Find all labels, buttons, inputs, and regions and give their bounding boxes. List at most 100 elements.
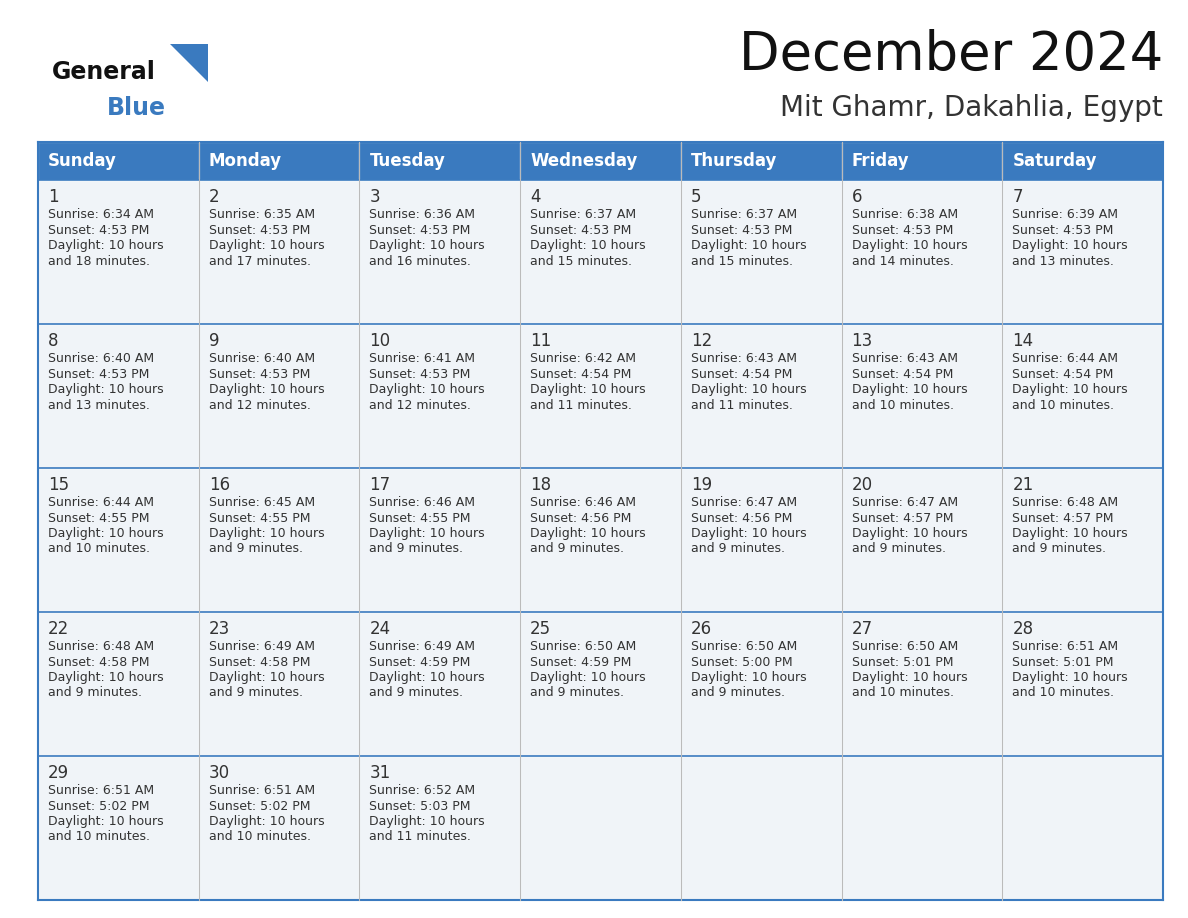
Text: Sunset: 5:00 PM: Sunset: 5:00 PM (691, 655, 792, 668)
Text: Sunset: 4:53 PM: Sunset: 4:53 PM (1012, 223, 1113, 237)
FancyBboxPatch shape (681, 612, 841, 756)
Text: Sunrise: 6:51 AM: Sunrise: 6:51 AM (1012, 640, 1118, 653)
Text: Daylight: 10 hours: Daylight: 10 hours (48, 671, 164, 684)
FancyBboxPatch shape (681, 142, 841, 180)
Text: and 13 minutes.: and 13 minutes. (48, 398, 150, 411)
FancyBboxPatch shape (38, 324, 198, 468)
Text: Mit Ghamr, Dakahlia, Egypt: Mit Ghamr, Dakahlia, Egypt (781, 94, 1163, 122)
Text: Daylight: 10 hours: Daylight: 10 hours (530, 527, 646, 540)
Text: Daylight: 10 hours: Daylight: 10 hours (530, 671, 646, 684)
Text: 19: 19 (691, 476, 712, 494)
FancyBboxPatch shape (520, 468, 681, 612)
Text: Daylight: 10 hours: Daylight: 10 hours (852, 239, 967, 252)
Text: and 13 minutes.: and 13 minutes. (1012, 254, 1114, 267)
Text: Thursday: Thursday (691, 152, 777, 170)
Text: Sunrise: 6:37 AM: Sunrise: 6:37 AM (530, 208, 637, 221)
FancyBboxPatch shape (360, 324, 520, 468)
Text: Sunrise: 6:40 AM: Sunrise: 6:40 AM (48, 352, 154, 365)
Text: 30: 30 (209, 764, 229, 782)
Text: Daylight: 10 hours: Daylight: 10 hours (209, 383, 324, 396)
Text: 5: 5 (691, 188, 701, 206)
Text: and 9 minutes.: and 9 minutes. (530, 687, 624, 700)
FancyBboxPatch shape (841, 756, 1003, 900)
Text: and 9 minutes.: and 9 minutes. (530, 543, 624, 555)
Text: General: General (52, 60, 156, 84)
Text: and 14 minutes.: and 14 minutes. (852, 254, 954, 267)
FancyBboxPatch shape (1003, 756, 1163, 900)
Text: Sunset: 5:02 PM: Sunset: 5:02 PM (209, 800, 310, 812)
Text: 17: 17 (369, 476, 391, 494)
Text: and 9 minutes.: and 9 minutes. (369, 543, 463, 555)
Text: 21: 21 (1012, 476, 1034, 494)
Text: Sunrise: 6:44 AM: Sunrise: 6:44 AM (48, 496, 154, 509)
Text: Sunrise: 6:36 AM: Sunrise: 6:36 AM (369, 208, 475, 221)
FancyBboxPatch shape (38, 612, 198, 756)
Text: Daylight: 10 hours: Daylight: 10 hours (1012, 239, 1127, 252)
FancyBboxPatch shape (360, 180, 520, 324)
Text: and 10 minutes.: and 10 minutes. (852, 398, 954, 411)
Text: Sunday: Sunday (48, 152, 116, 170)
Text: Sunrise: 6:50 AM: Sunrise: 6:50 AM (530, 640, 637, 653)
Text: Sunset: 4:53 PM: Sunset: 4:53 PM (48, 223, 150, 237)
Text: Daylight: 10 hours: Daylight: 10 hours (691, 383, 807, 396)
FancyBboxPatch shape (38, 756, 198, 900)
Text: Sunrise: 6:40 AM: Sunrise: 6:40 AM (209, 352, 315, 365)
Text: 26: 26 (691, 620, 712, 638)
Text: and 11 minutes.: and 11 minutes. (691, 398, 792, 411)
Text: Sunset: 4:53 PM: Sunset: 4:53 PM (691, 223, 792, 237)
FancyBboxPatch shape (520, 756, 681, 900)
FancyBboxPatch shape (681, 468, 841, 612)
Text: and 18 minutes.: and 18 minutes. (48, 254, 150, 267)
Text: Sunset: 4:55 PM: Sunset: 4:55 PM (48, 511, 150, 524)
FancyBboxPatch shape (198, 756, 360, 900)
Text: Sunset: 4:59 PM: Sunset: 4:59 PM (530, 655, 632, 668)
Text: Daylight: 10 hours: Daylight: 10 hours (1012, 527, 1127, 540)
FancyBboxPatch shape (681, 324, 841, 468)
Text: Daylight: 10 hours: Daylight: 10 hours (48, 527, 164, 540)
FancyBboxPatch shape (841, 612, 1003, 756)
Text: Sunrise: 6:43 AM: Sunrise: 6:43 AM (691, 352, 797, 365)
Text: Blue: Blue (107, 96, 166, 120)
Text: Sunrise: 6:44 AM: Sunrise: 6:44 AM (1012, 352, 1118, 365)
Text: Sunrise: 6:43 AM: Sunrise: 6:43 AM (852, 352, 958, 365)
Text: Daylight: 10 hours: Daylight: 10 hours (369, 815, 485, 828)
Text: Wednesday: Wednesday (530, 152, 638, 170)
Text: Sunset: 4:58 PM: Sunset: 4:58 PM (48, 655, 150, 668)
Text: Sunset: 4:55 PM: Sunset: 4:55 PM (209, 511, 310, 524)
Text: 25: 25 (530, 620, 551, 638)
Text: Daylight: 10 hours: Daylight: 10 hours (852, 383, 967, 396)
Text: Sunset: 4:53 PM: Sunset: 4:53 PM (48, 367, 150, 380)
FancyBboxPatch shape (198, 142, 360, 180)
Text: Daylight: 10 hours: Daylight: 10 hours (530, 239, 646, 252)
Text: Daylight: 10 hours: Daylight: 10 hours (209, 671, 324, 684)
FancyBboxPatch shape (841, 180, 1003, 324)
FancyBboxPatch shape (520, 142, 681, 180)
Text: 10: 10 (369, 332, 391, 350)
Text: Daylight: 10 hours: Daylight: 10 hours (691, 239, 807, 252)
Text: Sunrise: 6:39 AM: Sunrise: 6:39 AM (1012, 208, 1118, 221)
Text: and 12 minutes.: and 12 minutes. (209, 398, 310, 411)
FancyBboxPatch shape (520, 612, 681, 756)
Text: Sunrise: 6:49 AM: Sunrise: 6:49 AM (369, 640, 475, 653)
Text: Sunset: 4:54 PM: Sunset: 4:54 PM (530, 367, 632, 380)
Text: Daylight: 10 hours: Daylight: 10 hours (369, 671, 485, 684)
FancyBboxPatch shape (198, 180, 360, 324)
FancyBboxPatch shape (841, 468, 1003, 612)
Text: and 9 minutes.: and 9 minutes. (369, 687, 463, 700)
Text: and 10 minutes.: and 10 minutes. (1012, 687, 1114, 700)
Text: Sunset: 4:57 PM: Sunset: 4:57 PM (1012, 511, 1114, 524)
FancyBboxPatch shape (198, 612, 360, 756)
Text: and 9 minutes.: and 9 minutes. (1012, 543, 1106, 555)
Text: Sunset: 4:53 PM: Sunset: 4:53 PM (369, 223, 470, 237)
Text: and 11 minutes.: and 11 minutes. (369, 831, 472, 844)
FancyBboxPatch shape (841, 142, 1003, 180)
Text: Monday: Monday (209, 152, 282, 170)
Text: 16: 16 (209, 476, 229, 494)
Text: 13: 13 (852, 332, 873, 350)
Text: and 9 minutes.: and 9 minutes. (209, 687, 303, 700)
Text: Sunset: 4:57 PM: Sunset: 4:57 PM (852, 511, 953, 524)
Text: Daylight: 10 hours: Daylight: 10 hours (209, 815, 324, 828)
Text: 9: 9 (209, 332, 220, 350)
Text: 12: 12 (691, 332, 712, 350)
Text: and 15 minutes.: and 15 minutes. (691, 254, 792, 267)
